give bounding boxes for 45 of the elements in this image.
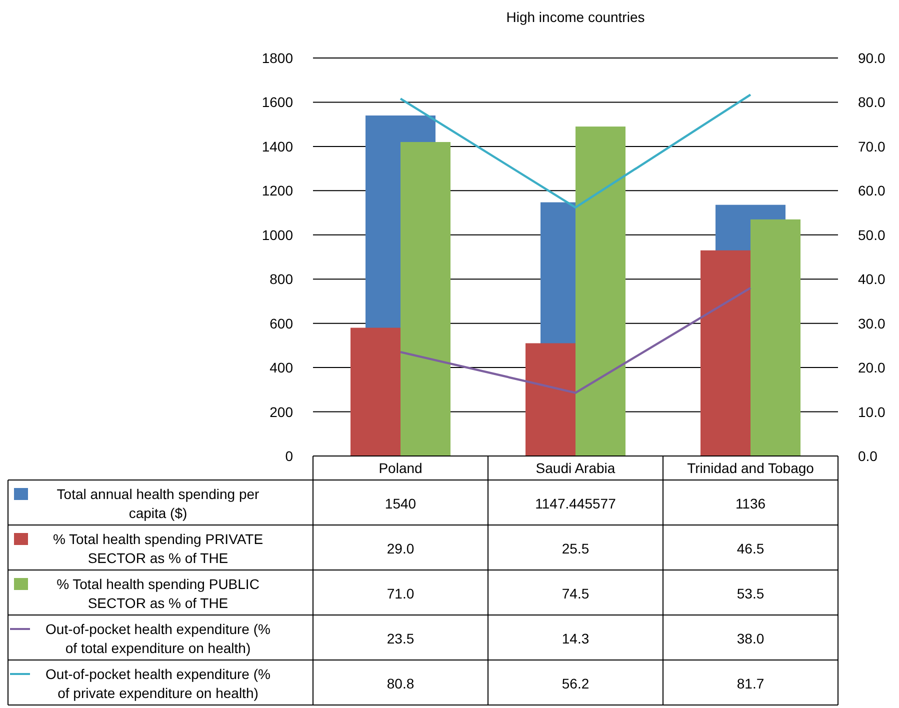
y2-tick-label: 50.0 bbox=[858, 226, 886, 243]
y2-tick-label: 30.0 bbox=[858, 315, 886, 332]
y2-tick-label: 20.0 bbox=[858, 360, 886, 376]
data-label: 23.5 bbox=[386, 630, 414, 646]
legend-label: % Total health spending PRIVATE SECTOR as % of THE bbox=[52, 531, 264, 566]
data-label: 1147.445577 bbox=[535, 496, 616, 512]
chart-title: High income countries bbox=[506, 9, 645, 25]
data-label: 56.2 bbox=[562, 676, 590, 692]
data-label: 14.3 bbox=[562, 630, 590, 646]
data-label: 81.7 bbox=[736, 676, 764, 692]
data-label: 74.5 bbox=[562, 586, 590, 602]
data-label: 80.8 bbox=[386, 676, 414, 692]
x-tick-label: Trinidad and Tobago bbox=[687, 460, 814, 476]
data-label: 1540 bbox=[384, 496, 416, 512]
legend-label: % Total health spending PUBLIC SECTOR as % of THE bbox=[56, 576, 260, 611]
y-tick-label: 1000 bbox=[262, 226, 294, 243]
data-label: 38.0 bbox=[736, 630, 764, 646]
data-label: 53.5 bbox=[736, 586, 764, 602]
y2-tick-label: 90.0 bbox=[858, 50, 886, 66]
y-tick-label: 600 bbox=[270, 315, 294, 332]
data-label: 25.5 bbox=[562, 540, 590, 556]
y-tick-label: 200 bbox=[270, 404, 294, 420]
y2-tick-label: 80.0 bbox=[858, 94, 886, 110]
x-tick-label: Saudi Arabia bbox=[536, 460, 616, 476]
data-label: 46.5 bbox=[736, 540, 764, 556]
bar bbox=[576, 126, 626, 456]
data-label: 71.0 bbox=[386, 586, 414, 602]
y-tick-label: 800 bbox=[270, 271, 294, 288]
y-tick-label: 0 bbox=[285, 448, 294, 464]
y2-tick-label: 10.0 bbox=[858, 404, 886, 420]
x-tick-label: Poland bbox=[378, 460, 422, 476]
y-tick-label: 400 bbox=[270, 360, 294, 376]
y-tick-label: 1200 bbox=[262, 182, 294, 199]
y2-tick-label: 70.0 bbox=[858, 138, 886, 154]
data-label: 1136 bbox=[735, 496, 766, 512]
data-label: 29.0 bbox=[386, 540, 414, 556]
y2-tick-label: 60.0 bbox=[858, 182, 886, 199]
y2-tick-label: 40.0 bbox=[858, 271, 886, 288]
y-tick-label: 1600 bbox=[262, 94, 294, 110]
legend-label: Total annual health spending per capita ($) bbox=[56, 486, 260, 521]
y2-tick-label: 0.0 bbox=[858, 448, 878, 464]
y-tick-label: 1800 bbox=[262, 50, 294, 66]
legend-label: Out-of-pocket health expenditure (% of private expenditure on health) bbox=[46, 666, 270, 701]
legend-label: Out-of-pocket health expenditure (% of total expenditure on health) bbox=[46, 621, 270, 656]
y-tick-label: 1400 bbox=[262, 138, 294, 154]
